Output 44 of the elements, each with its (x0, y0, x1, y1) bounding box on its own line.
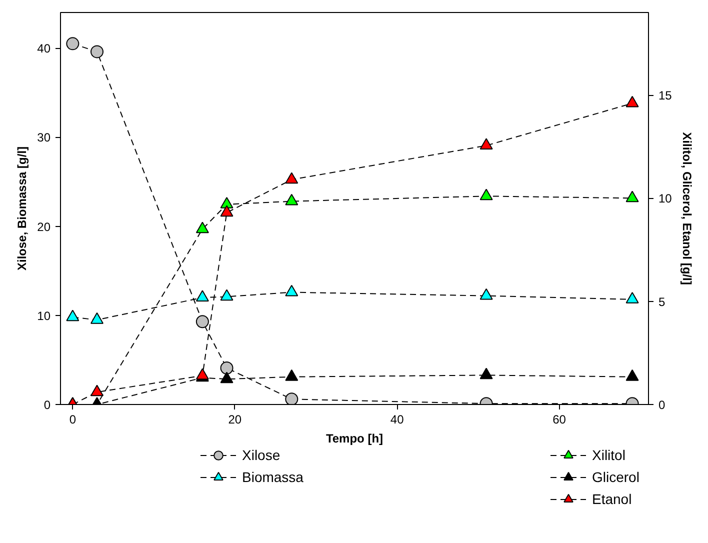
y2-tick-label: 0 (658, 398, 666, 412)
point (626, 96, 639, 108)
point (480, 138, 493, 150)
point (626, 190, 639, 202)
y-tick-label: 0 (44, 398, 51, 412)
point (480, 288, 493, 300)
point (66, 310, 80, 322)
legend-label: Xilitol (592, 447, 626, 463)
y-tick-label: 40 (37, 42, 51, 56)
legend-label: Xilose (242, 447, 280, 463)
point (285, 194, 298, 206)
point (480, 188, 493, 200)
point (220, 289, 234, 301)
point (90, 384, 104, 396)
x-axis-title: Tempo [h] (326, 432, 384, 446)
y2-axis-title: Xilitol, Glicerol, Etanol [g/l] (680, 132, 694, 285)
y-tick-label: 30 (37, 130, 51, 145)
legend-label: Biomassa (242, 469, 304, 485)
point (285, 172, 298, 184)
point (220, 205, 234, 217)
y-tick-label: 20 (37, 220, 51, 234)
y2-tick-label: 10 (658, 192, 672, 206)
point (285, 369, 298, 381)
point (90, 45, 104, 58)
x-tick-label: 0 (69, 412, 76, 426)
point (220, 372, 234, 384)
point (220, 196, 234, 208)
point (480, 368, 493, 380)
y-axis-title: Xilose, Biomassa [g/l] (15, 146, 30, 271)
legend-label: Etanol (592, 491, 632, 507)
x-tick-label: 60 (552, 412, 566, 426)
point (196, 290, 209, 302)
legend-label: Glicerol (592, 469, 640, 485)
point (90, 312, 104, 324)
y2-tick-label: 5 (658, 294, 666, 309)
y-tick-label: 10 (37, 308, 51, 323)
y2-tick-label: 15 (658, 88, 672, 103)
x-tick-label: 20 (228, 412, 242, 426)
point (285, 284, 298, 296)
point (66, 37, 80, 50)
x-tick-label: 40 (390, 412, 404, 426)
point (626, 369, 639, 381)
point (196, 222, 209, 234)
point (626, 292, 639, 304)
